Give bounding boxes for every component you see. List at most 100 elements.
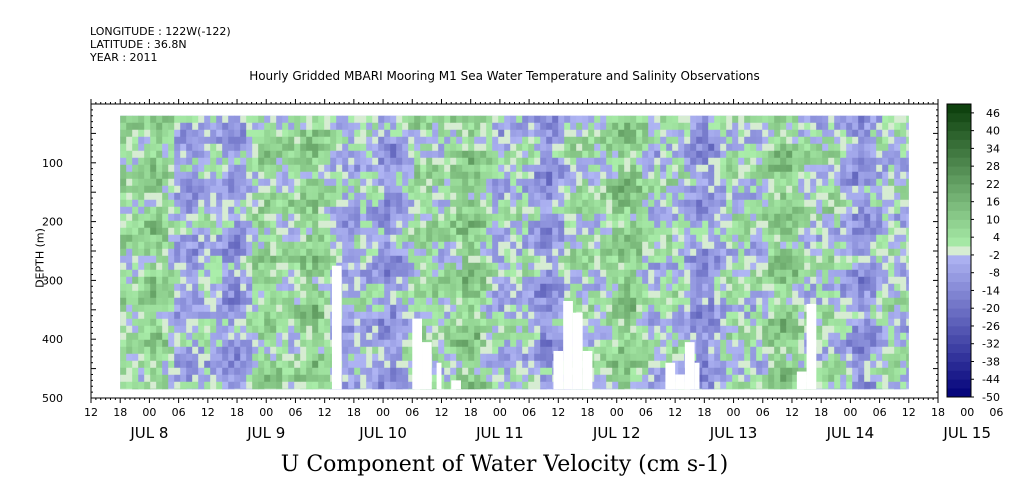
heatmap-cell [660, 346, 667, 355]
heatmap-cell [288, 248, 295, 257]
heatmap-cell [600, 374, 607, 383]
heatmap-cell [744, 206, 751, 215]
heatmap-cell [414, 171, 421, 180]
heatmap-cell [654, 297, 661, 306]
heatmap-cell [858, 360, 865, 369]
heatmap-cell [408, 325, 415, 334]
heatmap-cell [456, 136, 463, 145]
heatmap-cell [684, 171, 691, 180]
heatmap-cell [432, 122, 439, 131]
heatmap-cell [192, 192, 199, 201]
heatmap-cell [252, 136, 259, 145]
heatmap-cell [222, 304, 229, 313]
heatmap-cell [576, 241, 583, 250]
heatmap-cell [834, 283, 841, 292]
heatmap-cell [726, 206, 733, 215]
heatmap-cell [714, 339, 721, 348]
heatmap-cell [156, 241, 163, 250]
heatmap-cell [702, 325, 709, 334]
heatmap-cell [522, 122, 529, 131]
heatmap-cell [780, 171, 787, 180]
heatmap-cell [606, 241, 613, 250]
heatmap-cell [828, 304, 835, 313]
heatmap-cell [234, 332, 241, 341]
heatmap-cell [414, 255, 421, 264]
heatmap-cell [786, 192, 793, 201]
heatmap-cell [486, 234, 493, 243]
heatmap-cell [438, 255, 445, 264]
heatmap-cell [714, 290, 721, 299]
heatmap-cell [720, 318, 727, 327]
heatmap-cell [318, 234, 325, 243]
heatmap-cell [564, 178, 571, 187]
heatmap-cell [702, 248, 709, 257]
heatmap-cell [276, 297, 283, 306]
heatmap-cell [714, 213, 721, 222]
heatmap-cell [216, 136, 223, 145]
heatmap-cell [312, 185, 319, 194]
heatmap-cell [594, 199, 601, 208]
heatmap-cell [564, 115, 571, 124]
heatmap-cell [798, 290, 805, 299]
heatmap-cell [264, 262, 271, 271]
heatmap-cell [384, 318, 391, 327]
heatmap-cell [312, 290, 319, 299]
heatmap-cell [738, 276, 745, 285]
heatmap-cell [408, 122, 415, 131]
heatmap-cell [546, 234, 553, 243]
heatmap-cell [798, 332, 805, 341]
heatmap-cell [330, 171, 337, 180]
heatmap-cell [594, 143, 601, 152]
heatmap-cell [258, 150, 265, 159]
heatmap-cell [120, 234, 127, 243]
heatmap-cell [468, 290, 475, 299]
heatmap-cell [672, 325, 679, 334]
heatmap-cell [846, 220, 853, 229]
heatmap-cell [252, 122, 259, 131]
heatmap-cell [768, 150, 775, 159]
heatmap-cell [522, 248, 529, 257]
heatmap-cell [270, 332, 277, 341]
heatmap-cell [618, 206, 625, 215]
heatmap-cell [846, 367, 853, 376]
heatmap-cell [522, 234, 529, 243]
heatmap-cell [654, 220, 661, 229]
heatmap-cell [696, 129, 703, 138]
heatmap-cell [252, 185, 259, 194]
heatmap-cell [126, 192, 133, 201]
heatmap-cell [354, 332, 361, 341]
heatmap-cell [444, 290, 451, 299]
heatmap-cell [600, 220, 607, 229]
heatmap-cell [522, 115, 529, 124]
heatmap-cell [258, 339, 265, 348]
heatmap-cell [738, 178, 745, 187]
heatmap-cell [660, 318, 667, 327]
heatmap-cell [516, 346, 523, 355]
heatmap-cell [816, 241, 823, 250]
heatmap-cell [186, 136, 193, 145]
heatmap-cell [762, 241, 769, 250]
heatmap-cell [324, 227, 331, 236]
heatmap-cell [366, 262, 373, 271]
heatmap-cell [252, 262, 259, 271]
heatmap-cell [528, 171, 535, 180]
heatmap-cell [258, 374, 265, 383]
heatmap-cell [390, 367, 397, 376]
heatmap-cell [744, 381, 751, 390]
heatmap-cell [132, 381, 139, 390]
heatmap-cell [558, 164, 565, 173]
heatmap-cell [324, 199, 331, 208]
heatmap-cell [240, 304, 247, 313]
heatmap-cell [294, 269, 301, 278]
heatmap-cell [492, 367, 499, 376]
heatmap-cell [168, 374, 175, 383]
heatmap-cell [342, 178, 349, 187]
heatmap-cell [138, 332, 145, 341]
heatmap-cell [780, 262, 787, 271]
heatmap-cell [210, 346, 217, 355]
heatmap-cell [630, 192, 637, 201]
heatmap-cell [816, 185, 823, 194]
heatmap-cell [156, 122, 163, 131]
heatmap-cell [444, 192, 451, 201]
heatmap-cell [324, 220, 331, 229]
